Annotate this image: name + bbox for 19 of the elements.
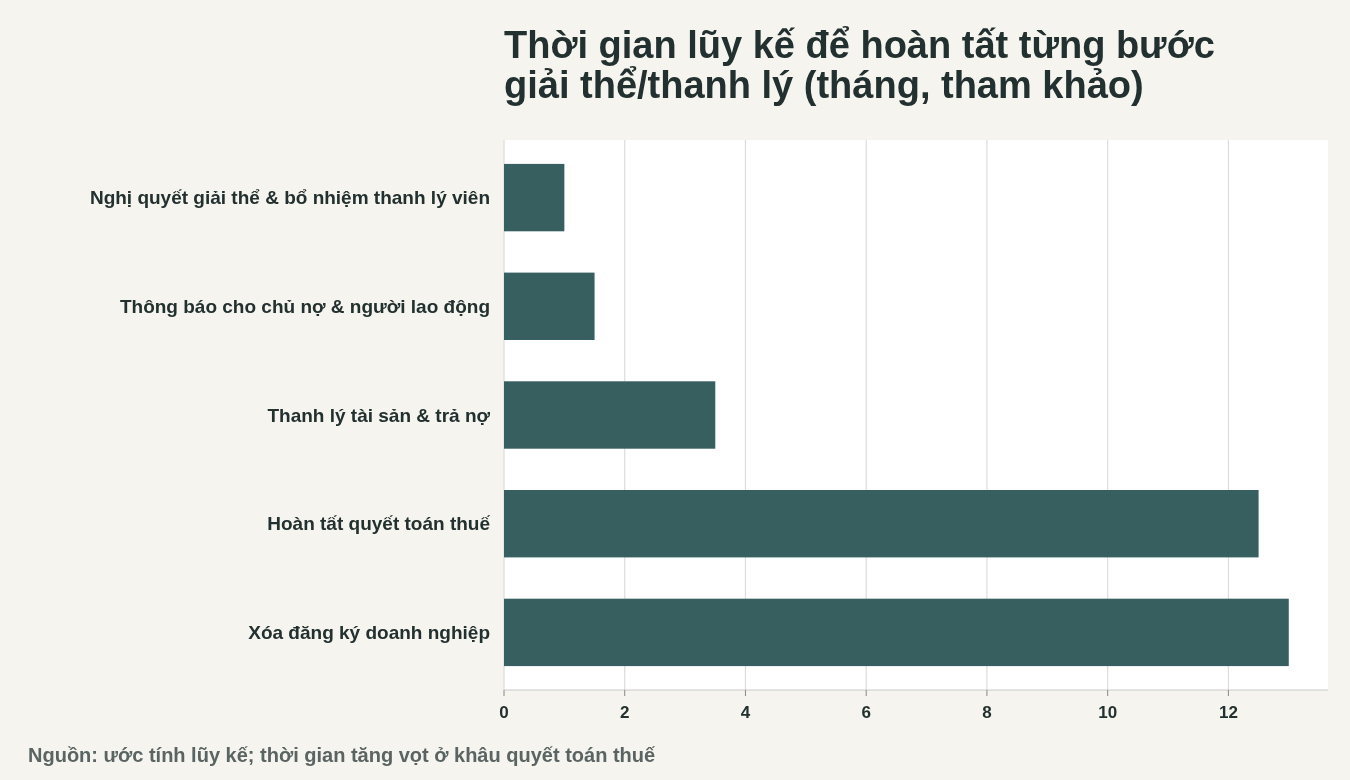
x-tick-label: 4 (740, 703, 751, 722)
bar (504, 272, 595, 340)
text: Nguồn: ước tính lũy kế; thời gian tăng vọt ở khâu quyết toán thuế (28, 744, 657, 766)
x-tick-label: 10 (1098, 703, 1118, 722)
bar (504, 598, 1289, 667)
y-tick-label: Hoàn tất quyết toán thuế (267, 513, 491, 535)
y-tick-label: Nghị quyết giải thể & bổ nhiệm thanh lý viên (89, 187, 490, 209)
y-tick-label: Thanh lý tài sản & trả nợ (267, 404, 491, 426)
x-tick-label: 8 (982, 703, 992, 722)
x-tick-label: 2 (620, 703, 630, 722)
x-tick-label: 0 (499, 703, 509, 722)
bar (504, 163, 565, 232)
x-tick-label: 12 (1218, 703, 1238, 722)
chart-title: Thời gian lũy kế để hoàn tất từng bước giải thể/thanh lý (tháng, tham khảo) (504, 24, 1215, 106)
y-tick-label: Xóa đăng ký doanh nghiệp (248, 622, 490, 644)
bar (504, 490, 1259, 558)
y-tick-label: Thông báo cho chủ nợ & người lao động (119, 295, 490, 317)
bar (504, 381, 716, 449)
x-tick-label: 6 (861, 703, 871, 722)
